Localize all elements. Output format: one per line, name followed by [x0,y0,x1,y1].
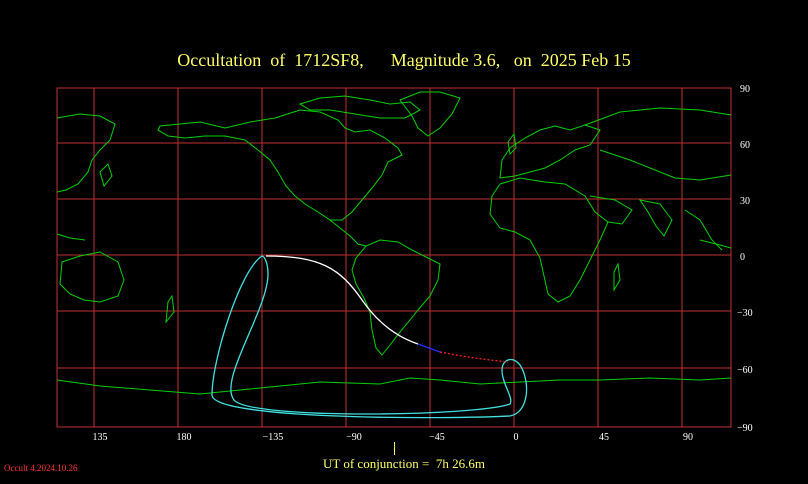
lon-label-135: 135 [93,432,108,443]
lat-label-0: 0 [740,252,745,263]
lat-label-minus90: −90 [737,423,753,434]
lon-label-minus90: −90 [346,432,362,443]
lon-label-90: 90 [683,432,693,443]
lat-label-minus30: −30 [737,308,753,319]
title-date: on 2025 Feb 15 [513,50,631,70]
central-line-daylight [265,255,419,345]
conjunction-marker [394,442,395,455]
lat-label-60: 60 [740,140,750,151]
software-version: Occult 4.2024.10.26 [4,463,78,473]
map-frame [56,87,732,428]
central-line [265,255,509,363]
map-title: Occultation of 1712SF8, Magnitude 3.6, o… [0,50,808,71]
lon-label-minus135: −135 [263,432,284,443]
central-line-night [439,351,509,363]
lon-label-45: 45 [599,432,609,443]
title-magnitude: Magnitude 3.6, [390,50,501,70]
grid-lines [57,88,731,427]
lon-label-180: 180 [177,432,192,443]
conjunction-time: UT of conjunction = 7h 26.6m [323,456,485,471]
lat-label-minus60: −60 [737,365,753,376]
coastlines [56,91,732,395]
lon-label-minus45: −45 [429,432,445,443]
occultation-path-limits [211,255,528,419]
lat-label-90: 90 [740,84,750,95]
title-object: Occultation of 1712SF8, [177,50,364,70]
lat-label-30: 30 [740,196,750,207]
lon-label-0: 0 [514,432,519,443]
central-line-twilight [417,343,441,353]
